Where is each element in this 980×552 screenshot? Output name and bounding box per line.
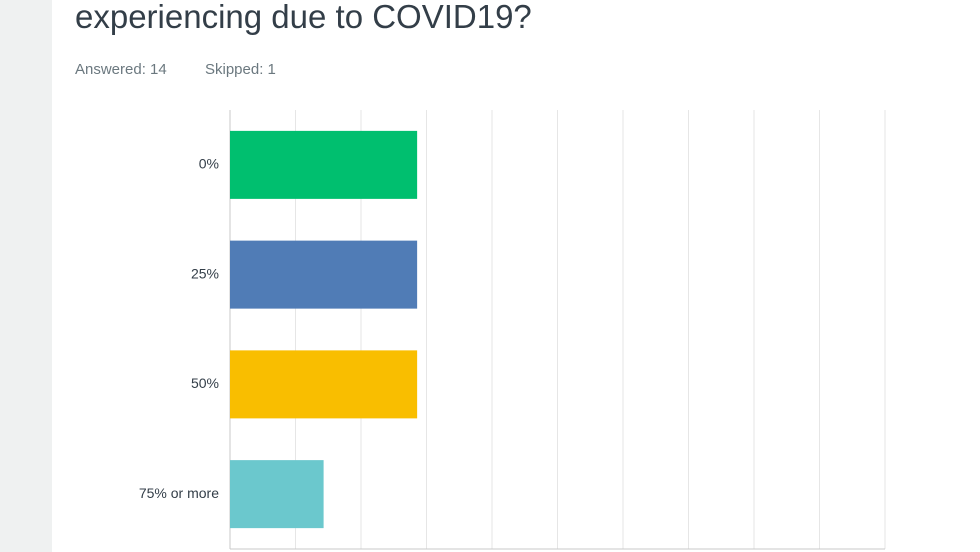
category-label: 0% — [199, 156, 219, 172]
bar — [230, 350, 418, 419]
skipped: Skipped: 1 — [205, 61, 276, 78]
category-label: 75% or more — [139, 485, 219, 501]
answered: Answered: 14 — [75, 61, 167, 78]
bar — [230, 460, 324, 529]
bar — [230, 130, 418, 199]
category-label: 50% — [191, 375, 219, 391]
category-label: 25% — [191, 265, 219, 281]
bar — [230, 240, 418, 309]
side-strip — [0, 0, 52, 552]
question-title: experiencing due to COVID19? — [75, 0, 532, 35]
